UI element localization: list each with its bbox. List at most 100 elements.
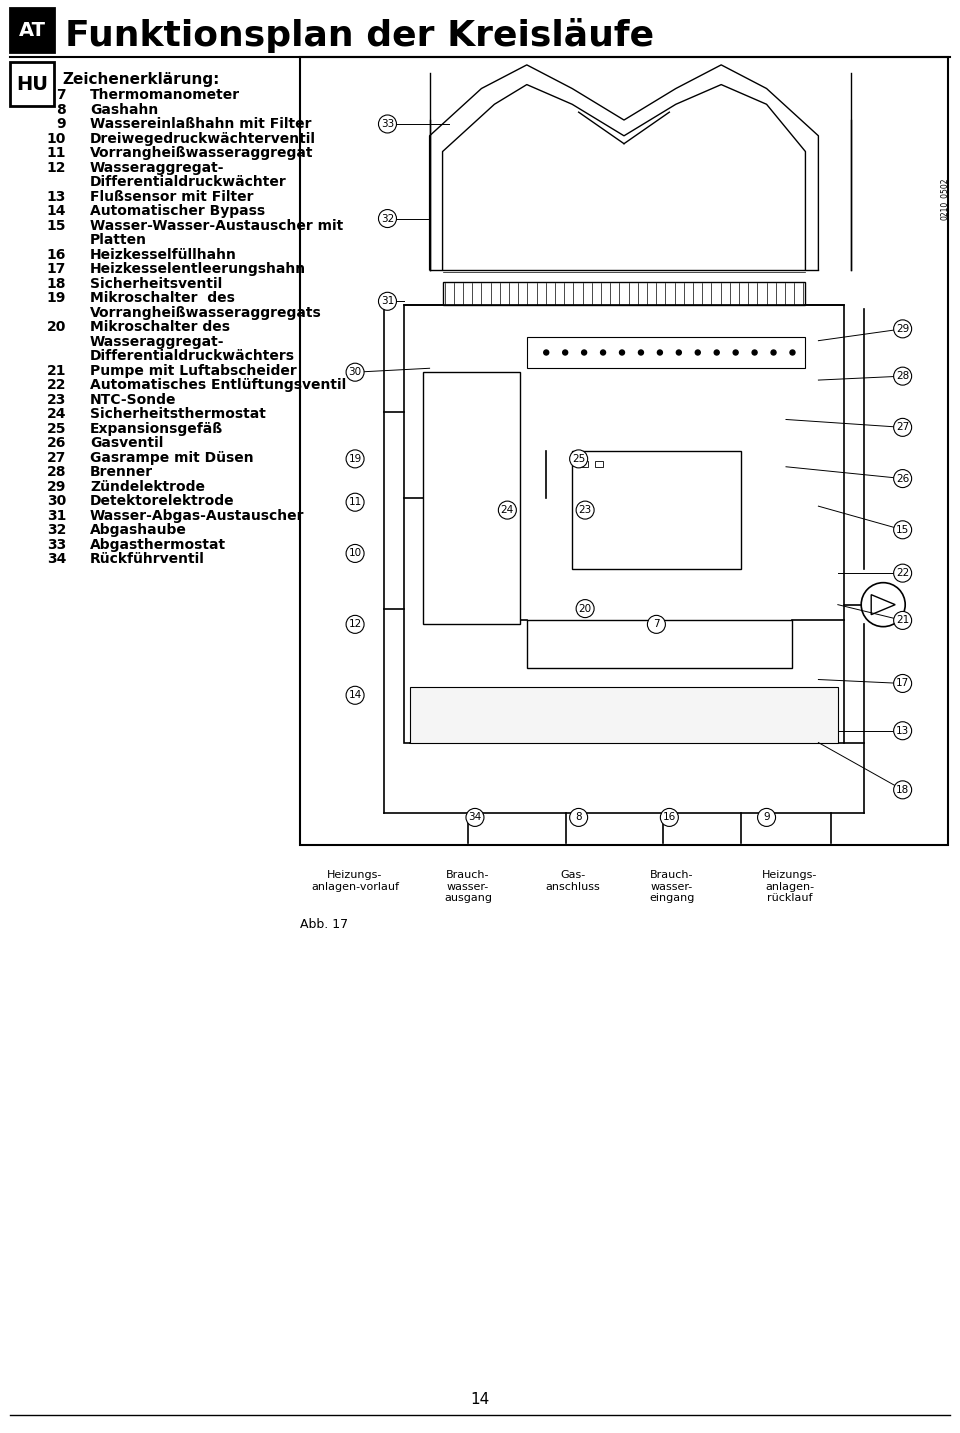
Circle shape xyxy=(466,808,484,827)
Text: 9: 9 xyxy=(763,813,770,823)
Text: 15: 15 xyxy=(46,218,66,232)
Circle shape xyxy=(894,470,912,487)
Circle shape xyxy=(894,722,912,739)
Text: Flußsensor mit Filter: Flußsensor mit Filter xyxy=(90,189,253,203)
Text: 24: 24 xyxy=(46,407,66,421)
Text: 7: 7 xyxy=(57,87,66,102)
Text: 17: 17 xyxy=(47,262,66,277)
Circle shape xyxy=(378,292,396,311)
Text: Pumpe mit Luftabscheider: Pumpe mit Luftabscheider xyxy=(90,364,297,377)
Text: 26: 26 xyxy=(47,436,66,450)
Text: 20: 20 xyxy=(47,320,66,334)
Text: Gashahn: Gashahn xyxy=(90,103,158,116)
Text: Gasventil: Gasventil xyxy=(90,436,163,450)
Text: 21: 21 xyxy=(46,364,66,377)
Text: 15: 15 xyxy=(896,524,909,535)
Text: Gas-
anschluss: Gas- anschluss xyxy=(545,870,600,891)
Circle shape xyxy=(894,565,912,582)
Text: 30: 30 xyxy=(47,494,66,509)
Circle shape xyxy=(582,350,587,355)
Text: 32: 32 xyxy=(381,214,395,224)
Text: 23: 23 xyxy=(47,393,66,407)
Text: 32: 32 xyxy=(47,523,66,537)
Text: Wasseraggregat-: Wasseraggregat- xyxy=(90,160,225,175)
Circle shape xyxy=(894,367,912,385)
Circle shape xyxy=(346,545,364,562)
Text: 16: 16 xyxy=(662,813,676,823)
Circle shape xyxy=(638,350,643,355)
Text: 26: 26 xyxy=(896,473,909,483)
Text: 29: 29 xyxy=(47,480,66,493)
Circle shape xyxy=(378,209,396,228)
Circle shape xyxy=(647,615,665,633)
Text: 21: 21 xyxy=(896,615,909,625)
Circle shape xyxy=(894,520,912,539)
Text: Wasser-Wasser-Austauscher mit: Wasser-Wasser-Austauscher mit xyxy=(90,218,344,232)
Circle shape xyxy=(569,808,588,827)
Text: 27: 27 xyxy=(47,450,66,464)
Bar xyxy=(423,373,520,625)
Text: 13: 13 xyxy=(896,725,909,735)
Text: 34: 34 xyxy=(47,552,66,566)
Text: 18: 18 xyxy=(46,277,66,291)
Text: 20: 20 xyxy=(579,603,591,613)
Circle shape xyxy=(894,675,912,692)
Text: Sicherheitsthermostat: Sicherheitsthermostat xyxy=(90,407,266,421)
Text: 22: 22 xyxy=(896,567,909,577)
Circle shape xyxy=(346,686,364,704)
Circle shape xyxy=(894,418,912,437)
Text: Sicherheitsventil: Sicherheitsventil xyxy=(90,277,223,291)
Circle shape xyxy=(733,350,738,355)
Circle shape xyxy=(378,115,396,133)
Bar xyxy=(580,461,588,467)
Circle shape xyxy=(543,350,549,355)
Text: Zeichenerklärung:: Zeichenerklärung: xyxy=(62,72,220,87)
Text: Automatischer Bypass: Automatischer Bypass xyxy=(90,203,265,218)
Bar xyxy=(443,281,805,305)
Circle shape xyxy=(576,502,594,519)
Text: 25: 25 xyxy=(46,421,66,436)
Text: Heizkesselfüllhahn: Heizkesselfüllhahn xyxy=(90,248,237,261)
Text: Vorrangheißwasseraggregats: Vorrangheißwasseraggregats xyxy=(90,305,322,320)
Text: 13: 13 xyxy=(47,189,66,203)
Circle shape xyxy=(346,450,364,469)
Circle shape xyxy=(757,808,776,827)
Circle shape xyxy=(346,615,364,633)
Text: 14: 14 xyxy=(470,1393,490,1407)
Polygon shape xyxy=(872,595,895,615)
Text: Dreiwegedruckwächterventil: Dreiwegedruckwächterventil xyxy=(90,132,316,146)
Circle shape xyxy=(695,350,700,355)
Bar xyxy=(527,337,805,368)
Circle shape xyxy=(894,612,912,629)
Circle shape xyxy=(677,350,682,355)
Text: Abgasthermostat: Abgasthermostat xyxy=(90,537,227,552)
Text: Mikroschalter  des: Mikroschalter des xyxy=(90,291,235,305)
Text: HU: HU xyxy=(16,75,48,93)
Text: 14: 14 xyxy=(46,203,66,218)
Text: 28: 28 xyxy=(896,371,909,381)
Circle shape xyxy=(619,350,625,355)
Text: AT: AT xyxy=(18,20,45,40)
Text: 10: 10 xyxy=(47,132,66,146)
Bar xyxy=(403,305,845,742)
Circle shape xyxy=(498,502,516,519)
Text: 7: 7 xyxy=(653,619,660,629)
Text: Abb. 17: Abb. 17 xyxy=(300,919,348,931)
Text: 11: 11 xyxy=(348,497,362,507)
Circle shape xyxy=(346,363,364,381)
Text: Wasser-Abgas-Austauscher: Wasser-Abgas-Austauscher xyxy=(90,509,304,523)
Text: 19: 19 xyxy=(47,291,66,305)
Text: Platten: Platten xyxy=(90,234,147,246)
Text: 9: 9 xyxy=(57,118,66,130)
Text: Thermomanometer: Thermomanometer xyxy=(90,87,240,102)
Circle shape xyxy=(601,350,606,355)
Circle shape xyxy=(771,350,776,355)
Circle shape xyxy=(894,781,912,798)
Bar xyxy=(410,688,838,742)
Circle shape xyxy=(660,808,679,827)
Text: 25: 25 xyxy=(572,454,586,464)
Text: Heizungs-
anlagen-vorlauf: Heizungs- anlagen-vorlauf xyxy=(311,870,399,891)
Text: Mikroschalter des: Mikroschalter des xyxy=(90,320,230,334)
Text: 27: 27 xyxy=(896,423,909,433)
Text: 16: 16 xyxy=(47,248,66,261)
